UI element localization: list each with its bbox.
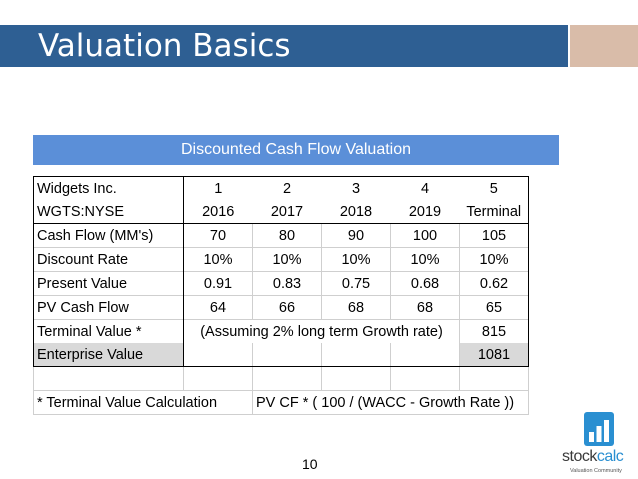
slide-title: Valuation Basics <box>38 28 291 64</box>
stockcalc-logo: stockcalc Valuation Community <box>560 412 638 479</box>
table-cell: 64 <box>183 295 253 320</box>
table-cell <box>183 343 253 367</box>
row-label: Enterprise Value <box>33 343 184 367</box>
footnote-label: * Terminal Value Calculation <box>33 390 253 415</box>
table-cell <box>33 366 184 391</box>
table-row-cash-flow: Cash Flow (MM's) 70 80 90 100 105 <box>33 223 529 248</box>
table-row-present-value: Present Value 0.91 0.83 0.75 0.68 0.62 <box>33 271 529 296</box>
table-row-periods: Widgets Inc. 1 2 3 4 5 <box>33 176 529 200</box>
table-cell: 68 <box>390 295 460 320</box>
page-number: 10 <box>302 456 318 472</box>
row-label: Present Value <box>33 271 184 296</box>
period-cell: 5 <box>459 176 529 200</box>
table-cell: 66 <box>252 295 322 320</box>
table-cell: 10% <box>459 247 529 272</box>
table-cell: 65 <box>459 295 529 320</box>
logo-tagline: Valuation Community <box>570 468 622 474</box>
row-label: Discount Rate <box>33 247 184 272</box>
table-cell: 68 <box>321 295 391 320</box>
period-cell: 1 <box>183 176 253 200</box>
row-label: PV Cash Flow <box>33 295 184 320</box>
table-cell <box>459 366 529 391</box>
year-cell: Terminal <box>459 200 529 224</box>
table-cell: 0.83 <box>252 271 322 296</box>
table-cell <box>321 343 391 367</box>
table-cell: 10% <box>390 247 460 272</box>
table-row-pv-cash-flow: PV Cash Flow 64 66 68 68 65 <box>33 295 529 320</box>
table-cell <box>252 366 322 391</box>
dcf-table: Widgets Inc. 1 2 3 4 5 WGTS:NYSE 2016 20… <box>33 176 529 415</box>
logo-wordmark-prefix: stock <box>562 448 597 465</box>
terminal-value-note: (Assuming 2% long term Growth rate) <box>183 319 460 343</box>
table-row-terminal-value: Terminal Value * (Assuming 2% long term … <box>33 319 529 343</box>
table-cell <box>252 343 322 367</box>
period-cell: 2 <box>252 176 322 200</box>
table-cell <box>321 366 391 391</box>
table-cell <box>390 366 460 391</box>
ticker: WGTS:NYSE <box>33 200 184 224</box>
table-cell: 0.68 <box>390 271 460 296</box>
table-cell: 10% <box>252 247 322 272</box>
table-row-spacer <box>33 366 529 391</box>
table-cell: 0.75 <box>321 271 391 296</box>
logo-wordmark: stockcalc <box>562 448 624 466</box>
year-cell: 2017 <box>252 200 322 224</box>
year-cell: 2018 <box>321 200 391 224</box>
table-cell: 100 <box>390 223 460 248</box>
bar-chart-icon <box>584 412 614 446</box>
table-cell: 80 <box>252 223 322 248</box>
row-label: Terminal Value * <box>33 319 184 343</box>
title-accent-block <box>570 25 638 67</box>
table-row-enterprise-value: Enterprise Value 1081 <box>33 343 529 367</box>
title-bar <box>0 25 568 67</box>
table-cell: 10% <box>183 247 253 272</box>
table-cell: 0.91 <box>183 271 253 296</box>
footnote-formula: PV CF * ( 100 / (WACC - Growth Rate )) <box>252 390 529 415</box>
table-cell: 70 <box>183 223 253 248</box>
table-row-years: WGTS:NYSE 2016 2017 2018 2019 Terminal <box>33 200 529 224</box>
table-cell: 90 <box>321 223 391 248</box>
table-cell: 10% <box>321 247 391 272</box>
period-cell: 3 <box>321 176 391 200</box>
row-label: Cash Flow (MM's) <box>33 223 184 248</box>
year-cell: 2019 <box>390 200 460 224</box>
table-banner: Discounted Cash Flow Valuation <box>33 135 559 165</box>
table-row-discount-rate: Discount Rate 10% 10% 10% 10% 10% <box>33 247 529 272</box>
company-name: Widgets Inc. <box>33 176 184 200</box>
year-cell: 2016 <box>183 200 253 224</box>
logo-wordmark-suffix: calc <box>596 448 624 465</box>
period-cell: 4 <box>390 176 460 200</box>
table-cell <box>390 343 460 367</box>
terminal-value-cell: 815 <box>459 319 529 343</box>
table-cell <box>183 366 253 391</box>
table-row-footnote: * Terminal Value Calculation PV CF * ( 1… <box>33 390 529 415</box>
table-cell: 105 <box>459 223 529 248</box>
table-cell: 0.62 <box>459 271 529 296</box>
enterprise-value-cell: 1081 <box>459 343 529 367</box>
